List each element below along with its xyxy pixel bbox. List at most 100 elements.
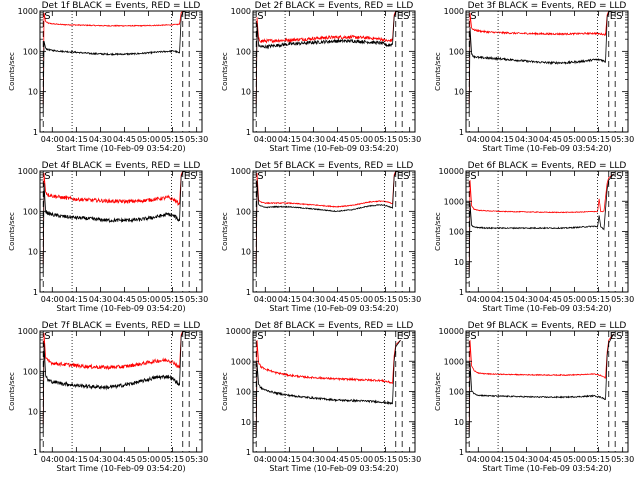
x-tick-label: 05:30 bbox=[185, 455, 208, 464]
x-tick-label: 04:45 bbox=[326, 455, 349, 464]
x-tick-label: 04:30 bbox=[515, 295, 538, 304]
y-tick-label: 1000 bbox=[231, 7, 251, 16]
y-tick-label: 1000 bbox=[231, 357, 251, 366]
x-tick-label: 04:00 bbox=[41, 135, 64, 144]
x-tick-label: 05:15 bbox=[374, 295, 397, 304]
x-tick-label: 04:00 bbox=[467, 135, 490, 144]
y-tick-label: 100 bbox=[23, 367, 38, 376]
y-tick-label: 10000 bbox=[439, 167, 464, 176]
x-tick-label: 04:00 bbox=[254, 135, 277, 144]
x-tick-label: 04:45 bbox=[326, 135, 349, 144]
x-tick-label: 04:30 bbox=[89, 295, 112, 304]
y-tick-label: 10 bbox=[454, 258, 464, 267]
series-red-2 bbox=[255, 11, 401, 104]
x-tick-label: 05:00 bbox=[350, 455, 373, 464]
x-tick-label: 05:00 bbox=[563, 135, 586, 144]
series-red-3 bbox=[468, 11, 614, 104]
series-black-2 bbox=[255, 11, 401, 113]
marker-label: S bbox=[44, 171, 50, 182]
x-tick-label: 04:30 bbox=[302, 455, 325, 464]
y-tick-label: 1 bbox=[33, 128, 38, 137]
marker-label: S bbox=[257, 331, 263, 342]
marker-label: S bbox=[616, 11, 622, 22]
x-tick-label: 04:45 bbox=[113, 455, 136, 464]
series-red-7 bbox=[42, 331, 188, 424]
x-tick-label: 05:15 bbox=[374, 455, 397, 464]
y-tick-label: 10 bbox=[28, 408, 38, 417]
marker-label: E bbox=[610, 171, 616, 182]
x-tick-label: 05:15 bbox=[587, 295, 610, 304]
panel-title: Det 4f BLACK = Events, RED = LLD bbox=[42, 161, 201, 171]
x-tick-label: 05:30 bbox=[185, 135, 208, 144]
y-tick-label: 1 bbox=[246, 288, 251, 297]
x-tick-label: 04:15 bbox=[278, 295, 301, 304]
y-tick-label: 10000 bbox=[226, 327, 251, 336]
y-tick-label: 1000 bbox=[444, 357, 464, 366]
y-tick-label: 1000 bbox=[444, 197, 464, 206]
marker-label: S bbox=[257, 171, 263, 182]
y-tick-label: 1000 bbox=[231, 167, 251, 176]
y-axis-label: Counts/sec bbox=[8, 52, 16, 91]
marker-label: E bbox=[610, 11, 616, 22]
marker-label: S bbox=[190, 331, 196, 342]
series-black-5 bbox=[255, 171, 401, 273]
y-tick-label: 1000 bbox=[18, 327, 38, 336]
x-tick-label: 05:00 bbox=[350, 135, 373, 144]
y-tick-label: 10 bbox=[454, 88, 464, 97]
y-axis-label: Counts/sec bbox=[434, 372, 442, 411]
x-tick-label: 04:00 bbox=[254, 295, 277, 304]
marker-label: E bbox=[397, 11, 403, 22]
y-axis-label: Counts/sec bbox=[221, 52, 229, 91]
series-black-8 bbox=[255, 339, 401, 438]
series-red-1 bbox=[42, 11, 188, 104]
plot-frame bbox=[39, 10, 203, 133]
y-tick-label: 1 bbox=[33, 448, 38, 457]
plot-frame bbox=[252, 170, 416, 293]
y-tick-label: 10 bbox=[241, 248, 251, 257]
panel-title: Det 9f BLACK = Events, RED = LLD bbox=[468, 321, 627, 331]
y-axis-label: Counts/sec bbox=[8, 212, 16, 251]
x-axis-label: Start Time (10-Feb-09 03:54:20) bbox=[269, 144, 398, 153]
plot-frame bbox=[465, 170, 629, 293]
series-red-8 bbox=[255, 339, 401, 431]
x-tick-label: 05:30 bbox=[398, 295, 421, 304]
x-tick-label: 04:15 bbox=[491, 455, 514, 464]
marker-label: S bbox=[403, 11, 409, 22]
panel-title: Det 8f BLACK = Events, RED = LLD bbox=[255, 321, 414, 331]
x-tick-label: 04:30 bbox=[89, 135, 112, 144]
y-axis-label: Counts/sec bbox=[221, 212, 229, 251]
series-black-7 bbox=[42, 331, 188, 433]
marker-label: S bbox=[257, 11, 263, 22]
marker-label: S bbox=[616, 331, 622, 342]
x-tick-label: 04:15 bbox=[491, 135, 514, 144]
y-tick-label: 10000 bbox=[439, 327, 464, 336]
y-tick-label: 10 bbox=[28, 248, 38, 257]
x-tick-label: 05:15 bbox=[161, 135, 184, 144]
y-tick-label: 10 bbox=[454, 418, 464, 427]
x-tick-label: 04:45 bbox=[113, 135, 136, 144]
x-tick-label: 05:30 bbox=[611, 135, 634, 144]
y-tick-label: 10 bbox=[241, 418, 251, 427]
y-tick-label: 1 bbox=[246, 448, 251, 457]
x-tick-label: 05:30 bbox=[611, 295, 634, 304]
y-tick-label: 100 bbox=[236, 207, 251, 216]
series-black-3 bbox=[468, 11, 614, 113]
x-tick-label: 04:15 bbox=[65, 295, 88, 304]
y-tick-label: 1000 bbox=[18, 167, 38, 176]
x-tick-label: 04:15 bbox=[65, 135, 88, 144]
y-axis-label: Counts/sec bbox=[221, 372, 229, 411]
panel-title: Det 7f BLACK = Events, RED = LLD bbox=[42, 321, 201, 331]
y-axis-label: Counts/sec bbox=[434, 52, 442, 91]
panel-title: Det 1f BLACK = Events, RED = LLD bbox=[42, 1, 201, 11]
y-tick-label: 1 bbox=[33, 288, 38, 297]
y-tick-label: 1 bbox=[246, 128, 251, 137]
x-tick-label: 05:30 bbox=[611, 455, 634, 464]
panel-title: Det 2f BLACK = Events, RED = LLD bbox=[255, 1, 414, 11]
x-tick-label: 04:30 bbox=[515, 455, 538, 464]
y-tick-label: 1000 bbox=[18, 7, 38, 16]
marker-label: E bbox=[184, 331, 190, 342]
